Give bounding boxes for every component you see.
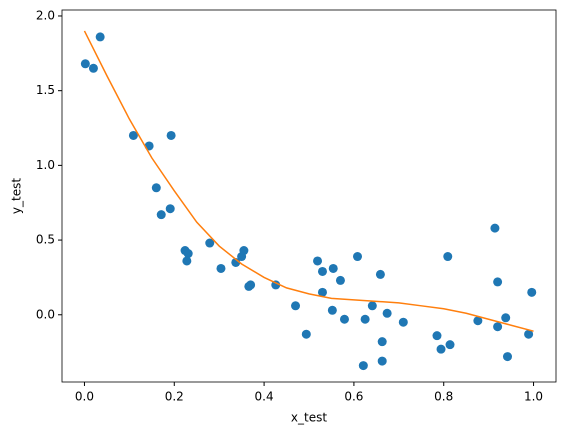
point	[375, 269, 385, 279]
point	[358, 361, 368, 371]
point	[165, 204, 175, 214]
point	[271, 280, 281, 290]
point	[88, 63, 98, 73]
fit-line	[83, 30, 534, 332]
y-tick-label: 0.5	[36, 233, 55, 247]
x-axis-label: x_test	[291, 411, 327, 425]
point	[436, 344, 446, 354]
point	[398, 317, 408, 327]
point	[156, 210, 166, 220]
point	[493, 277, 503, 287]
point	[473, 316, 483, 326]
point	[353, 252, 363, 262]
point	[313, 256, 323, 266]
point	[317, 287, 327, 297]
point	[339, 314, 349, 324]
x-tick-label: 0.2	[165, 390, 184, 404]
point	[443, 252, 453, 262]
point	[527, 287, 537, 297]
point	[501, 313, 511, 323]
point	[524, 329, 534, 339]
point	[128, 130, 138, 140]
point	[182, 256, 192, 266]
point	[490, 223, 500, 233]
point	[246, 280, 256, 290]
point	[432, 331, 442, 341]
point	[493, 322, 503, 332]
point	[328, 263, 338, 273]
point	[183, 249, 193, 259]
point	[367, 301, 377, 311]
point	[317, 266, 327, 276]
x-tick-label: 0.4	[255, 390, 274, 404]
point	[216, 263, 226, 273]
point	[327, 305, 337, 315]
point	[360, 314, 370, 324]
point	[291, 301, 301, 311]
point	[301, 329, 311, 339]
point	[166, 130, 176, 140]
point	[335, 275, 345, 285]
point	[377, 337, 387, 347]
point	[377, 356, 387, 366]
x-tick-label: 1.0	[524, 390, 543, 404]
point	[239, 246, 249, 256]
y-tick-label: 1.5	[36, 83, 55, 97]
point	[382, 308, 392, 318]
plot-frame	[61, 9, 557, 383]
point	[445, 340, 455, 350]
point	[151, 183, 161, 193]
point	[502, 352, 512, 362]
x-tick-label: 0.0	[75, 390, 94, 404]
y-tick-label: 1.0	[36, 158, 55, 172]
x-tick-label: 0.8	[434, 390, 453, 404]
point	[80, 59, 90, 69]
y-axis-label: y_test	[10, 178, 24, 214]
y-tick-label: 2.0	[36, 8, 55, 22]
y-tick-label: 0.0	[36, 307, 55, 321]
x-tick-label: 0.6	[344, 390, 363, 404]
point	[95, 32, 105, 42]
point	[205, 238, 215, 248]
